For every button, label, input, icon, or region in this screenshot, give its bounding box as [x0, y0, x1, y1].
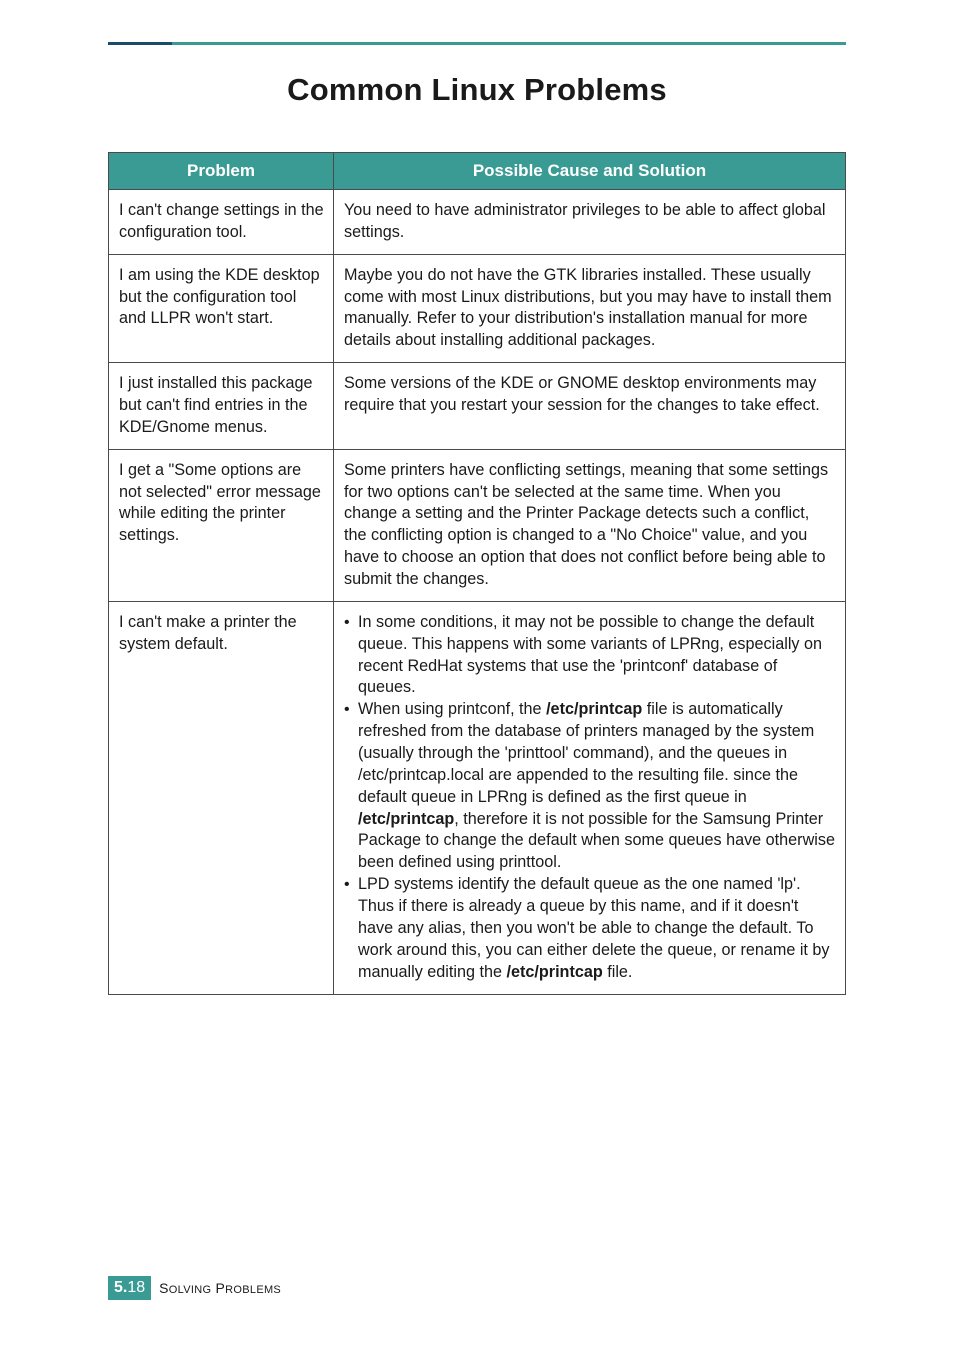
list-item: When using printconf, the /etc/printcap …: [344, 699, 835, 874]
cell-problem: I can't change settings in the configura…: [109, 190, 334, 255]
bullet-text: In some conditions, it may not be possib…: [358, 613, 822, 697]
bullet-text: LPD systems identify the default queue a…: [358, 875, 830, 980]
table-row: I am using the KDE desktop but the confi…: [109, 254, 846, 362]
col-header-problem: Problem: [109, 153, 334, 190]
list-item: In some conditions, it may not be possib…: [344, 612, 835, 699]
table-row: I can't make a printer the system defaul…: [109, 601, 846, 994]
table-header-row: Problem Possible Cause and Solution: [109, 153, 846, 190]
top-rule: [108, 42, 846, 45]
chapter-number: 5.: [114, 1279, 127, 1296]
cell-problem: I get a "Some options are not selected" …: [109, 449, 334, 601]
table-row: I can't change settings in the configura…: [109, 190, 846, 255]
footer-section-title: SOLVING PROBLEMS: [159, 1280, 281, 1296]
list-item: LPD systems identify the default queue a…: [344, 874, 835, 983]
page-number-badge: 5.18: [108, 1276, 151, 1300]
page-footer: 5.18 SOLVING PROBLEMS: [108, 1276, 281, 1300]
page-number: 18: [127, 1279, 145, 1296]
cell-problem: I just installed this package but can't …: [109, 363, 334, 450]
table-row: I just installed this package but can't …: [109, 363, 846, 450]
bullet-text: When using printconf, the /etc/printcap …: [358, 700, 835, 871]
cell-solution: Some printers have conflicting settings,…: [334, 449, 846, 601]
page-content: Common Linux Problems Problem Possible C…: [108, 72, 846, 995]
solution-bullet-list: In some conditions, it may not be possib…: [344, 612, 835, 984]
table-row: I get a "Some options are not selected" …: [109, 449, 846, 601]
cell-solution: Some versions of the KDE or GNOME deskto…: [334, 363, 846, 450]
problems-table: Problem Possible Cause and Solution I ca…: [108, 152, 846, 995]
cell-solution: Maybe you do not have the GTK libraries …: [334, 254, 846, 362]
col-header-solution: Possible Cause and Solution: [334, 153, 846, 190]
cell-problem: I am using the KDE desktop but the confi…: [109, 254, 334, 362]
cell-solution: In some conditions, it may not be possib…: [334, 601, 846, 994]
cell-problem: I can't make a printer the system defaul…: [109, 601, 334, 994]
page-title: Common Linux Problems: [108, 72, 846, 108]
cell-solution: You need to have administrator privilege…: [334, 190, 846, 255]
